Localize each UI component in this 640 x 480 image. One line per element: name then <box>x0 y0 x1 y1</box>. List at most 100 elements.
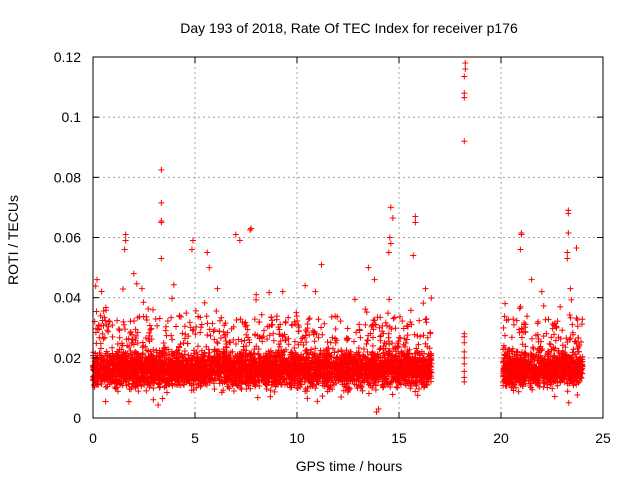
data-point <box>97 312 104 319</box>
data-point <box>381 349 388 356</box>
data-point <box>330 381 337 388</box>
data-point <box>356 321 363 328</box>
data-point <box>310 376 317 383</box>
data-point <box>109 344 116 351</box>
data-point <box>303 388 310 395</box>
data-point <box>184 340 191 347</box>
data-point <box>325 370 332 377</box>
data-point <box>342 358 349 365</box>
data-point <box>339 362 346 369</box>
data-point <box>339 381 346 388</box>
data-point <box>320 351 327 358</box>
data-point <box>197 324 204 331</box>
data-point <box>510 321 517 328</box>
data-point <box>135 388 142 395</box>
data-point <box>255 350 262 357</box>
data-point <box>149 379 156 386</box>
data-point <box>174 374 181 381</box>
data-point <box>569 321 576 328</box>
data-point <box>207 357 214 364</box>
data-point <box>261 363 268 370</box>
data-point <box>92 283 99 290</box>
data-point <box>300 341 307 348</box>
data-point <box>242 363 249 370</box>
data-point <box>191 350 198 357</box>
data-point <box>311 338 318 345</box>
data-point <box>389 391 396 398</box>
data-point <box>126 386 133 393</box>
data-point <box>420 379 427 386</box>
data-point <box>371 317 378 324</box>
data-point <box>176 344 183 351</box>
data-point <box>138 383 145 390</box>
data-point <box>393 384 400 390</box>
data-point <box>143 387 150 394</box>
data-point <box>568 296 575 303</box>
data-point <box>349 367 356 374</box>
data-point <box>143 364 150 371</box>
data-point <box>574 392 581 399</box>
data-point <box>267 387 274 394</box>
data-point <box>248 350 255 357</box>
data-point <box>532 332 539 339</box>
data-point <box>115 361 122 368</box>
data-point <box>142 372 149 379</box>
data-point <box>175 368 182 375</box>
data-point <box>233 374 240 381</box>
data-point <box>256 333 263 340</box>
data-point <box>278 381 285 388</box>
data-point <box>519 341 526 348</box>
data-point <box>343 361 350 368</box>
data-point <box>551 331 558 338</box>
data-point <box>204 332 211 339</box>
data-point <box>153 349 160 356</box>
data-point <box>119 370 126 377</box>
data-point <box>370 321 377 328</box>
data-point <box>118 380 125 387</box>
data-point <box>106 381 113 388</box>
data-point <box>119 342 126 349</box>
data-point <box>291 338 298 345</box>
data-point <box>291 345 298 352</box>
data-point <box>262 357 269 364</box>
data-point <box>335 348 342 355</box>
data-point <box>573 315 580 322</box>
data-point <box>226 361 233 368</box>
data-point <box>563 335 570 342</box>
data-point <box>254 394 261 401</box>
data-point <box>407 361 414 368</box>
data-point <box>273 352 280 359</box>
data-point <box>335 365 342 372</box>
data-point <box>145 336 152 343</box>
data-point <box>319 331 326 338</box>
data-point <box>256 355 263 362</box>
data-point <box>412 355 419 362</box>
data-point <box>386 347 393 354</box>
data-point <box>420 300 427 307</box>
data-point <box>243 322 250 329</box>
data-point <box>213 339 220 346</box>
data-point <box>408 362 415 369</box>
data-point <box>223 351 230 358</box>
data-point <box>234 351 241 358</box>
data-point <box>203 343 210 350</box>
data-point <box>550 379 557 386</box>
data-point <box>115 326 122 333</box>
data-point <box>313 330 320 337</box>
data-point <box>376 362 383 369</box>
data-point <box>150 385 157 392</box>
data-point <box>130 341 137 348</box>
data-point <box>364 365 371 372</box>
data-point <box>327 339 334 346</box>
data-point <box>97 340 104 347</box>
data-point <box>132 348 139 355</box>
data-point <box>121 321 128 328</box>
data-point <box>145 353 152 360</box>
data-point <box>364 348 371 355</box>
data-point <box>420 332 427 339</box>
data-point <box>377 333 384 340</box>
data-point <box>179 354 186 361</box>
data-point <box>365 374 372 381</box>
data-point <box>416 317 423 324</box>
data-point <box>297 384 304 391</box>
